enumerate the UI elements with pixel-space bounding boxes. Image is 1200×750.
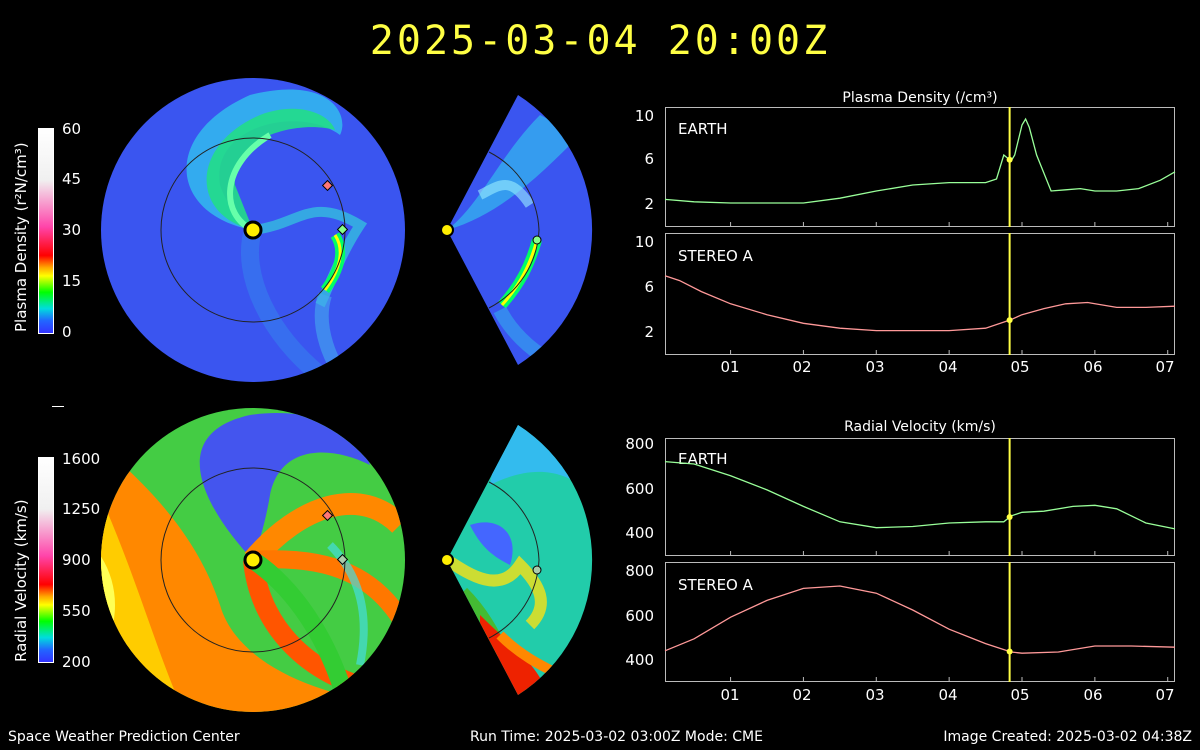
density-stereo-plot [665,233,1175,355]
velocity-xtick: 05 [1010,686,1030,704]
density-panel-title: Plasma Density (/cm³) [842,90,998,106]
stereo-marker [321,179,334,192]
sun-marker [440,223,454,237]
velocity-tick: 200 [62,653,91,671]
velocity-stereo-line [664,585,1176,654]
velocity-tick: 550 [62,602,91,620]
velocity-stereo-ytick: 800 [625,562,654,580]
density-tick: 60 [62,120,82,138]
density-tick: 0 [62,323,72,341]
density-xtick: 02 [792,358,812,376]
velocity-stereo-name: STEREO A [678,576,753,594]
velocity-earth-plot [665,438,1175,556]
velocity-xtick: 04 [938,686,958,704]
density-earth-ytick: 2 [644,195,654,213]
velocity-wedge-map [440,425,593,695]
velocity-tick: 1600 [62,450,101,468]
density-colorbar [38,128,54,334]
earth-marker [532,235,542,245]
velocity-xtick: 06 [1083,686,1103,704]
density-xtick: 01 [720,358,740,376]
velocity-stereo-ytick: 600 [625,607,654,625]
velocity-earth-ytick: 600 [625,480,654,498]
sun-marker [243,220,263,240]
density-tick: 15 [62,272,82,290]
density-xtick: 06 [1083,358,1103,376]
density-tick: 30 [62,221,82,239]
velocity-xtick: 07 [1155,686,1175,704]
density-stereo-line [664,275,1176,332]
footer-image-created: Image Created: 2025-03-02 04:38Z [943,729,1192,745]
footer-run-time: Run Time: 2025-03-02 03:00Z Mode: CME [470,729,763,745]
density-wedge-map [440,95,593,365]
density-xtick: 04 [938,358,958,376]
sun-marker [440,553,454,567]
density-earth-ytick: 10 [634,107,654,125]
density-earth-line [664,117,1176,204]
density-xtick: 03 [865,358,885,376]
velocity-tick: 900 [62,551,91,569]
velocity-xtick: 01 [720,686,740,704]
density-earth-name: EARTH [678,120,728,138]
velocity-panel-title: Radial Velocity (km/s) [844,419,996,435]
density-stereo-ytick: 10 [634,233,654,251]
stereo-marker [321,509,334,522]
velocity-earth-ytick: 800 [625,435,654,453]
density-earth-plot [665,107,1175,227]
density-stereo-name: STEREO A [678,247,753,265]
velocity-earth-line [664,460,1176,530]
footer-org: Space Weather Prediction Center [8,729,240,745]
sun-marker [243,550,263,570]
earth-marker [532,565,542,575]
velocity-tick: 1250 [62,500,101,518]
density-xtick: 05 [1010,358,1030,376]
density-tick: 45 [62,170,82,188]
velocity-xtick: 02 [792,686,812,704]
density-polar-map [101,78,405,382]
velocity-stereo-plot [665,562,1175,682]
velocity-xtick: 03 [865,686,885,704]
velocity-stereo-ytick: 400 [625,651,654,669]
earth-marker [336,553,349,566]
density-stereo-ytick: 2 [644,323,654,341]
velocity-earth-ytick: 400 [625,524,654,542]
divider-mark [52,406,64,407]
density-xtick: 07 [1155,358,1175,376]
density-stereo-ytick: 6 [644,278,654,296]
velocity-colorbar [38,457,54,663]
earth-marker [336,223,349,236]
timestamp-title: 2025-03-04 20:00Z [369,18,831,64]
velocity-polar-map [101,408,405,712]
density-earth-ytick: 6 [644,150,654,168]
